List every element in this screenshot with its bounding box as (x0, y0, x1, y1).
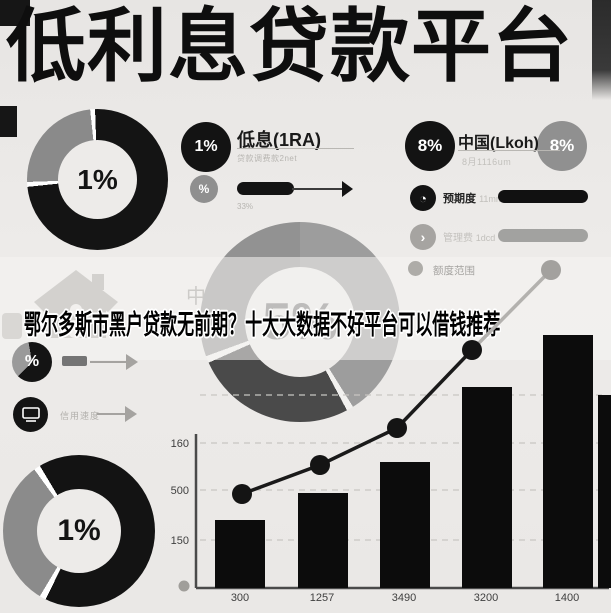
mid-panel-title: 低息(1RA) (237, 130, 321, 150)
arrow-right-icon (126, 354, 138, 370)
right-row2-suffix: 1dcd (475, 233, 496, 243)
x-tick-label: 300 (231, 592, 249, 604)
x-tick-label: 3490 (392, 592, 416, 604)
arrow-right-icon (342, 181, 353, 197)
data-point (232, 484, 252, 504)
left-row1-arrow-line (90, 361, 127, 363)
bar (462, 387, 512, 588)
rate-badge-8pct-gray: 8% (537, 121, 587, 171)
left-row1-bar (62, 356, 87, 366)
mid-panel-subtitle: 贷款调费款2net (237, 154, 298, 163)
arrow-right-icon (125, 406, 137, 422)
bar (543, 335, 593, 588)
data-point (310, 455, 330, 475)
monitor-icon (13, 397, 48, 432)
right-panel-divider (458, 150, 560, 151)
donut-chart-top-left: 1% (27, 109, 168, 250)
right-row2-bar (498, 229, 588, 242)
x-tick-label: 1400 (555, 592, 579, 604)
mid-panel-note: 33% (237, 202, 254, 211)
bar (380, 462, 430, 588)
legend-label: 额度范围 (433, 265, 475, 277)
right-row1-label: 预期度 11mm (443, 190, 503, 206)
mid-panel-divider (237, 148, 354, 149)
arrow-line (292, 188, 342, 190)
percent-circle-icon: % (12, 342, 52, 382)
donut-chart-bottom-left: 1% (3, 455, 155, 607)
y-tick-label: 500 (171, 485, 189, 497)
right-row1-text: 预期度 (443, 193, 476, 205)
rate-badge-1pct: 1% (181, 122, 231, 172)
percent-badge: % (190, 175, 218, 203)
bar (598, 395, 611, 588)
origin-dot (178, 580, 190, 592)
rate-badge-8pct-black: 8% (405, 121, 455, 171)
page-title: 低利息贷款平台 (6, 2, 573, 91)
right-row1-suffix: 11mm (479, 194, 504, 204)
right-panel-subtitle: 8月1116um (462, 157, 512, 167)
x-tick-label: 3200 (474, 592, 498, 604)
bar (298, 493, 348, 588)
bar (215, 520, 265, 588)
left-row2-label: 信用速度 (60, 411, 101, 421)
clock-icon: ◔ (410, 185, 436, 211)
donut-bottom-value: 1% (37, 489, 121, 573)
left-edge-square-decor (0, 106, 17, 137)
headline-text: 鄂尔多斯市黑户贷款无前期？十大大数据不好平台可以借钱推荐 (24, 310, 501, 340)
right-row2-label: 管理费 1dcd (443, 229, 495, 244)
x-tick-label: 1257 (310, 592, 334, 604)
progress-pill (237, 182, 294, 195)
right-row1-bar (498, 190, 588, 203)
y-tick-label: 160 (171, 438, 189, 450)
right-edge-strip-decor (592, 0, 611, 100)
legend-marker-dot (408, 261, 423, 276)
right-panel-title: 中国(Lkoh) (458, 135, 539, 152)
data-point (387, 418, 407, 438)
corner-square-decor (0, 0, 30, 26)
y-tick-label: 150 (171, 535, 189, 547)
right-row2-text: 管理费 (443, 233, 473, 244)
left-row2-arrow-line (97, 413, 126, 415)
donut-top-value: 1% (58, 140, 137, 219)
chevron-icon: › (410, 224, 436, 250)
